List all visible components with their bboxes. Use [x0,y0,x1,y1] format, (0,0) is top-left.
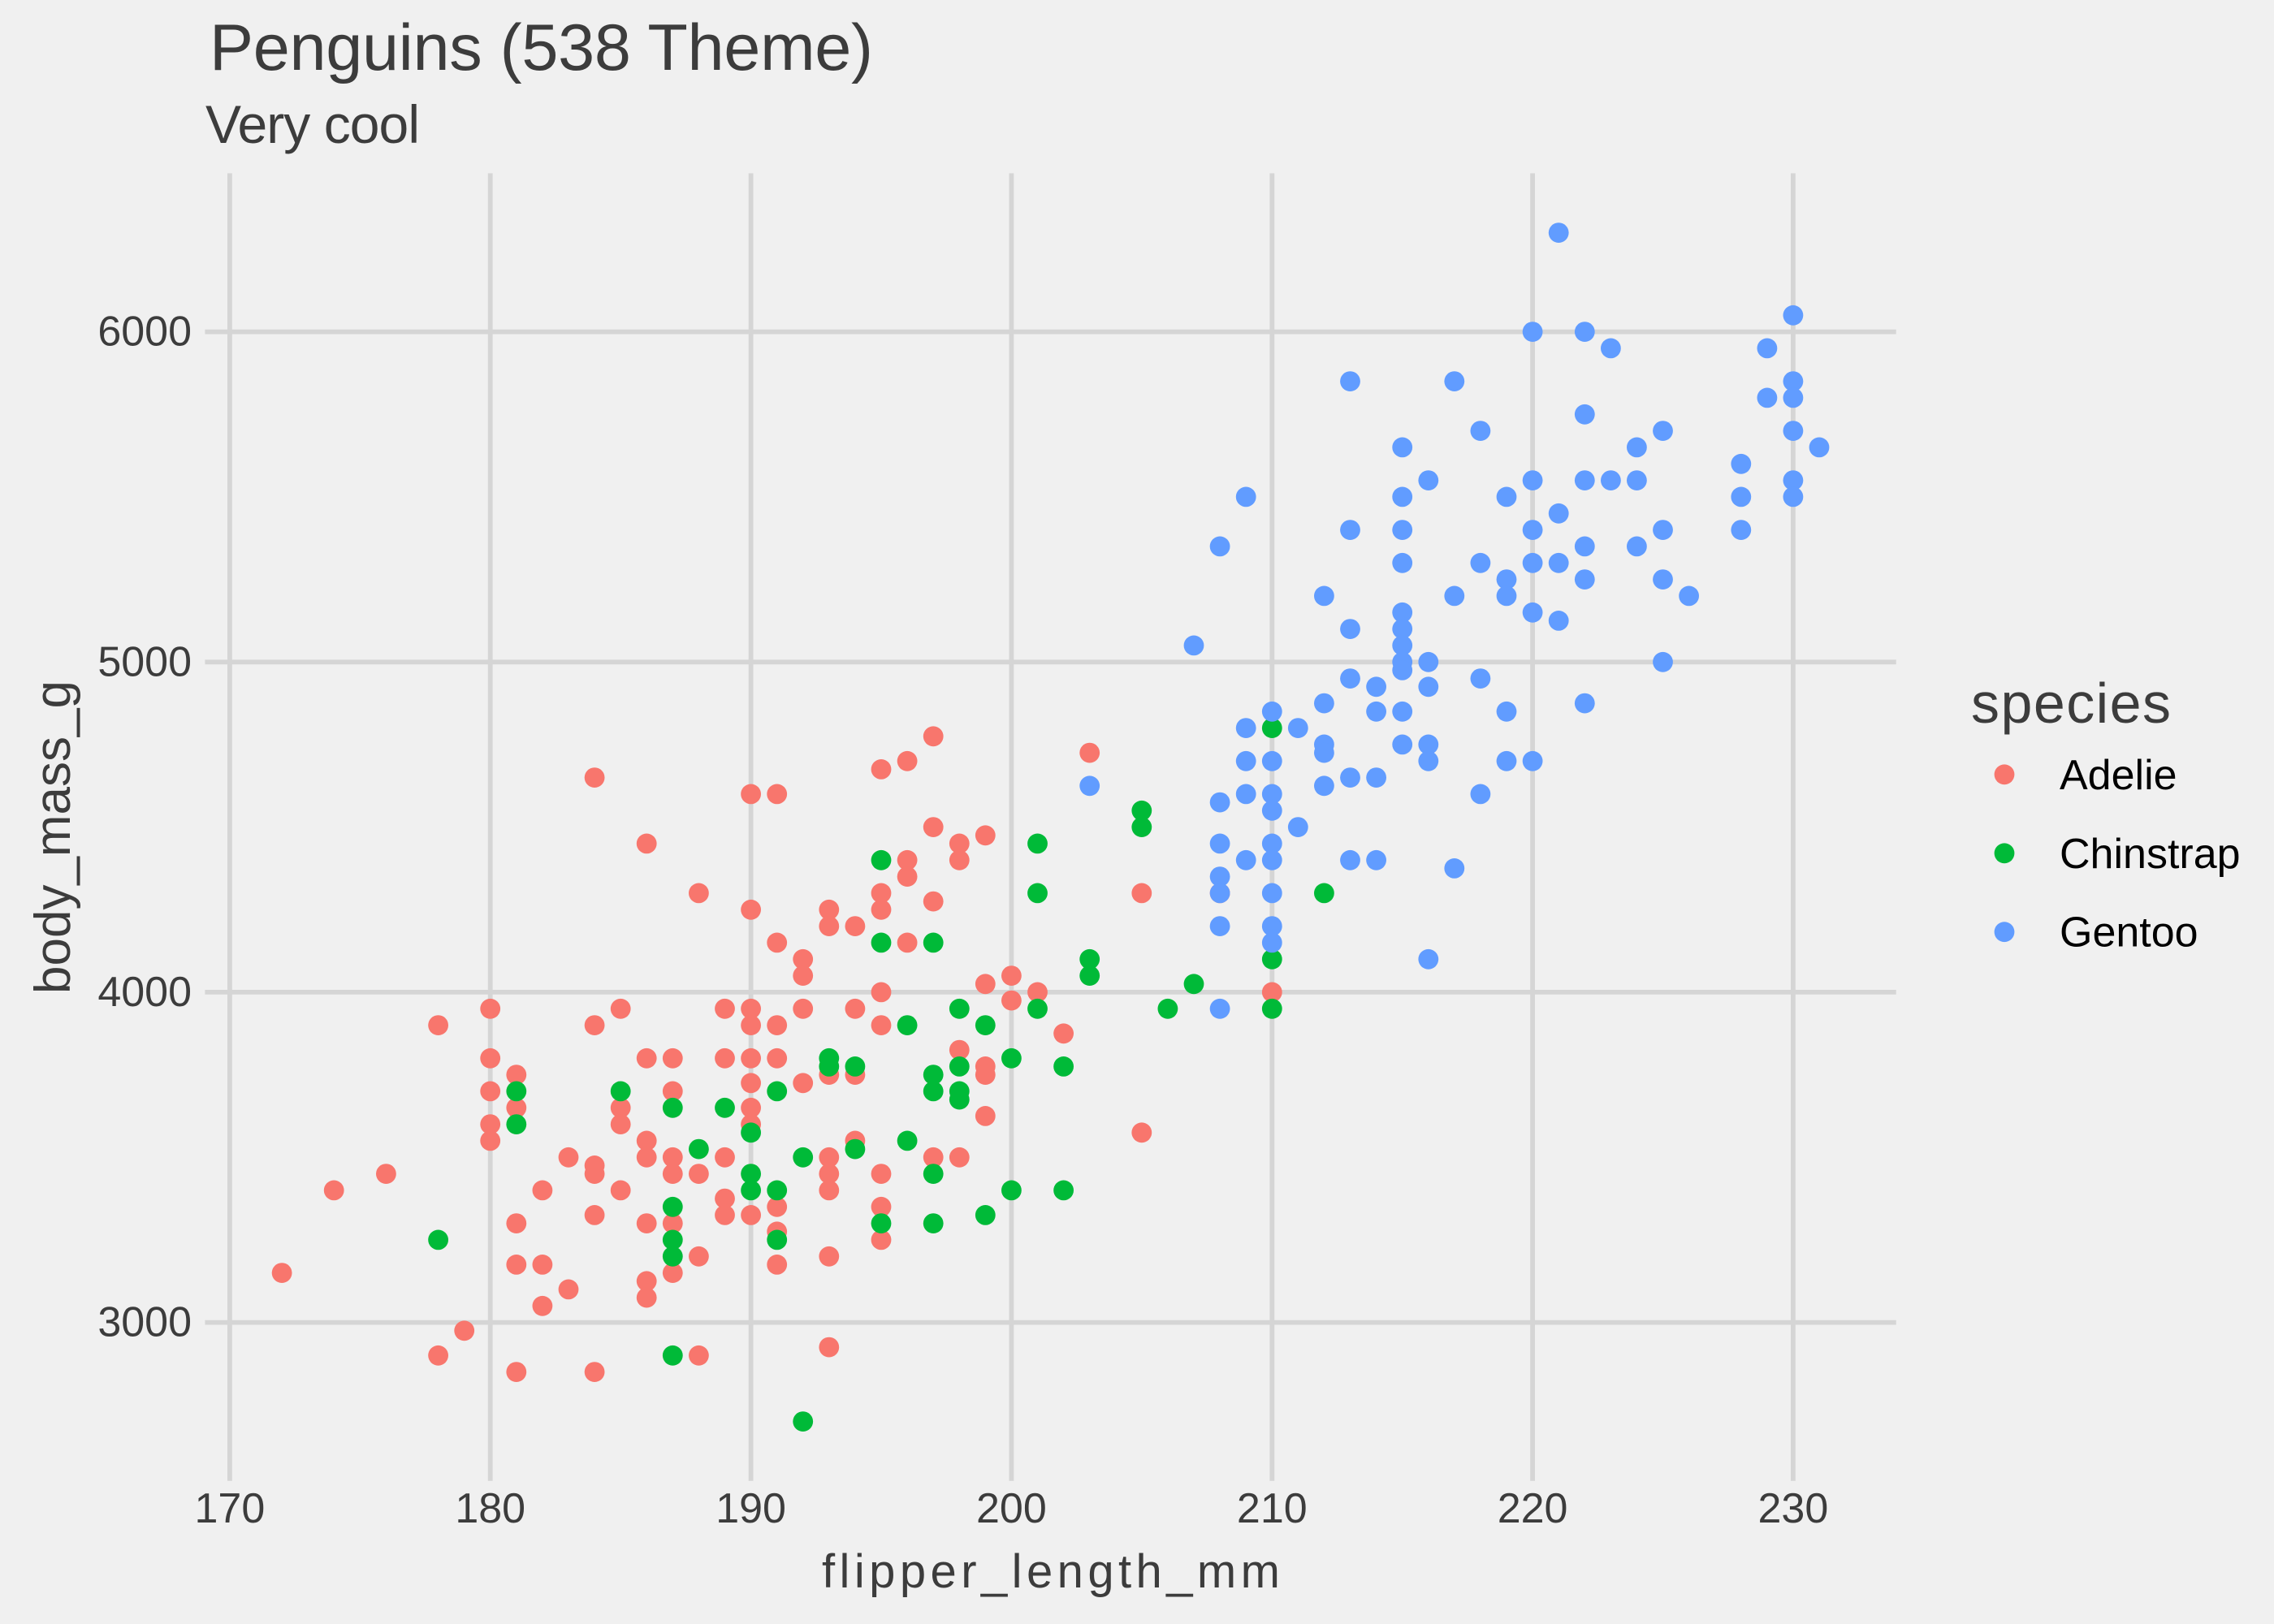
svg-text:species: species [1971,672,2171,735]
svg-text:Gentoo: Gentoo [2060,909,2198,957]
svg-text:Adelie: Adelie [2060,752,2177,799]
svg-text:Penguins (538 Theme): Penguins (538 Theme) [210,11,873,84]
svg-text:6000: 6000 [97,309,192,356]
svg-text:230: 230 [1758,1485,1829,1532]
svg-text:190: 190 [715,1485,786,1532]
svg-text:3000: 3000 [97,1299,192,1346]
svg-text:220: 220 [1498,1485,1568,1532]
svg-text:Chinstrap: Chinstrap [2060,831,2241,878]
svg-text:200: 200 [976,1485,1047,1532]
svg-text:flipper_length_mm: flipper_length_mm [822,1545,1280,1598]
svg-text:170: 170 [195,1485,266,1532]
svg-text:5000: 5000 [97,638,192,685]
svg-text:180: 180 [455,1485,525,1532]
svg-text:Very cool: Very cool [205,94,420,154]
svg-text:4000: 4000 [97,969,192,1016]
svg-text:210: 210 [1237,1485,1308,1532]
svg-text:body_mass_g: body_mass_g [25,680,81,994]
